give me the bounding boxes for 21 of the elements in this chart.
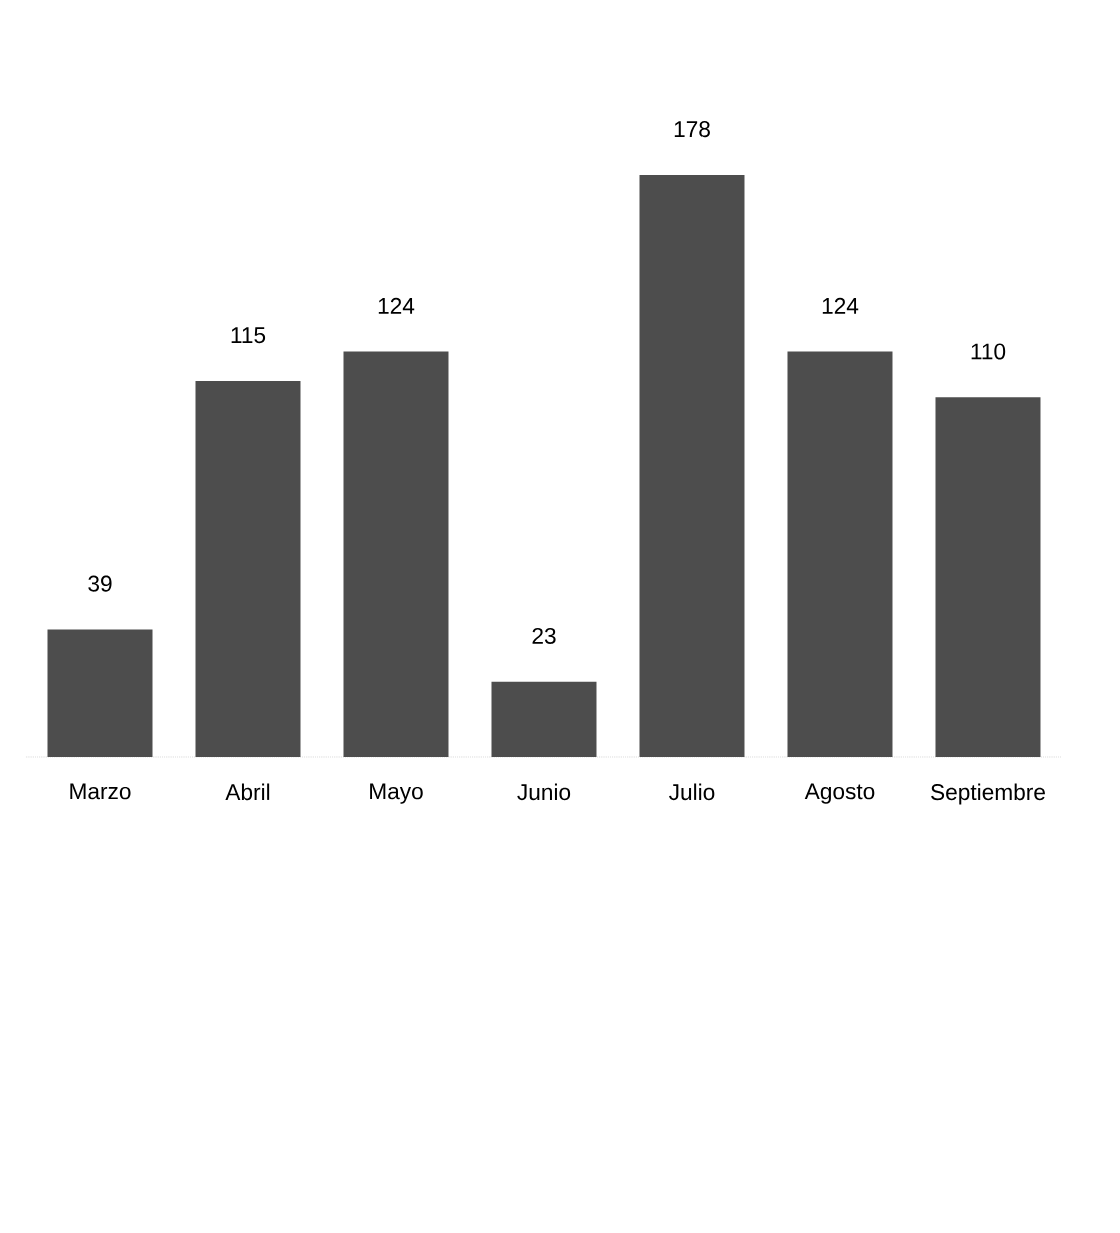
data-label: 39 (88, 575, 112, 592)
x-tick-label: Mayo (370, 783, 423, 804)
bar (935, 397, 1041, 757)
bar (491, 681, 597, 757)
bar (787, 351, 893, 757)
bar (47, 629, 153, 757)
data-label: 23 (532, 627, 556, 644)
x-tick-label: Septiembre (931, 783, 1045, 805)
bar (195, 380, 301, 757)
x-tick-label: Julio (669, 783, 715, 801)
bar (639, 174, 745, 757)
data-label: 110 (971, 343, 1006, 360)
data-label: 124 (378, 297, 415, 314)
data-label: 178 (674, 121, 710, 138)
x-tick-label: Junio (517, 783, 571, 801)
x-tick-label: Agosto (804, 783, 875, 804)
x-tick-label: Marzo (70, 783, 131, 800)
data-label: 115 (231, 327, 266, 344)
x-tick-label: Abril (225, 783, 270, 801)
bar (343, 351, 449, 757)
data-label: 124 (822, 297, 859, 314)
